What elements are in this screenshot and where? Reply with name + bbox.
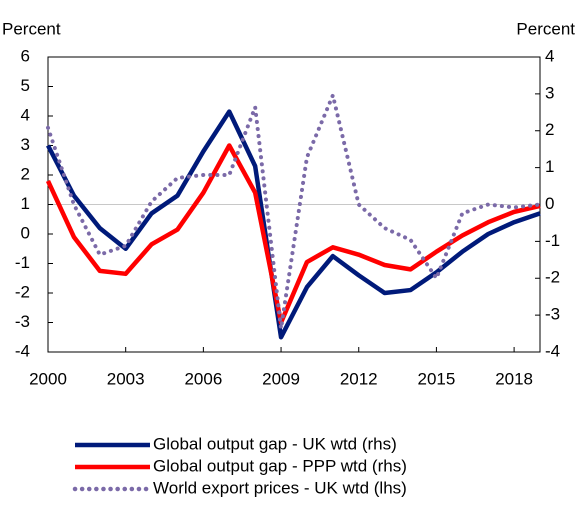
- y-tick-label: 2: [21, 164, 30, 183]
- x-tick-label: 2006: [184, 369, 222, 388]
- y2-tick-label: -4: [545, 341, 560, 360]
- y2-tick-label: -3: [545, 305, 560, 324]
- x-tick-label: 2012: [340, 369, 378, 388]
- y2-tick-label: -2: [545, 268, 560, 287]
- y2-tick-label: 0: [545, 194, 554, 213]
- y-tick-label: -3: [15, 312, 30, 331]
- y-tick-label: -1: [15, 253, 30, 272]
- y-tick-label: 3: [21, 135, 30, 154]
- y2-tick-label: -1: [545, 231, 560, 250]
- x-tick-label: 2000: [29, 369, 67, 388]
- legend-label: Global output gap - PPP wtd (rhs): [153, 456, 407, 475]
- x-tick-label: 2003: [107, 369, 145, 388]
- y-axis-label: Percent: [2, 19, 61, 38]
- y-tick-label: 4: [21, 105, 30, 124]
- y-tick-label: -4: [15, 341, 30, 360]
- x-tick-label: 2018: [495, 369, 533, 388]
- y2-tick-label: 4: [545, 46, 554, 65]
- series-line: [45, 143, 541, 325]
- y2-axis-label: Percent: [516, 19, 575, 38]
- y-tick-label: 1: [21, 194, 30, 213]
- y2-tick-label: 3: [545, 83, 554, 102]
- y2-tick-label: 2: [545, 120, 554, 139]
- legend-label: Global output gap - UK wtd (rhs): [153, 434, 397, 453]
- y-tick-label: 6: [21, 46, 30, 65]
- legend-label: World export prices - UK wtd (lhs): [153, 478, 407, 497]
- x-tick-label: 2015: [418, 369, 456, 388]
- y-tick-label: 5: [21, 76, 30, 95]
- y-tick-label: -2: [15, 282, 30, 301]
- series-line: [46, 109, 541, 340]
- y2-tick-label: 1: [545, 157, 554, 176]
- x-tick-label: 2009: [262, 369, 300, 388]
- y-tick-label: 0: [21, 223, 30, 242]
